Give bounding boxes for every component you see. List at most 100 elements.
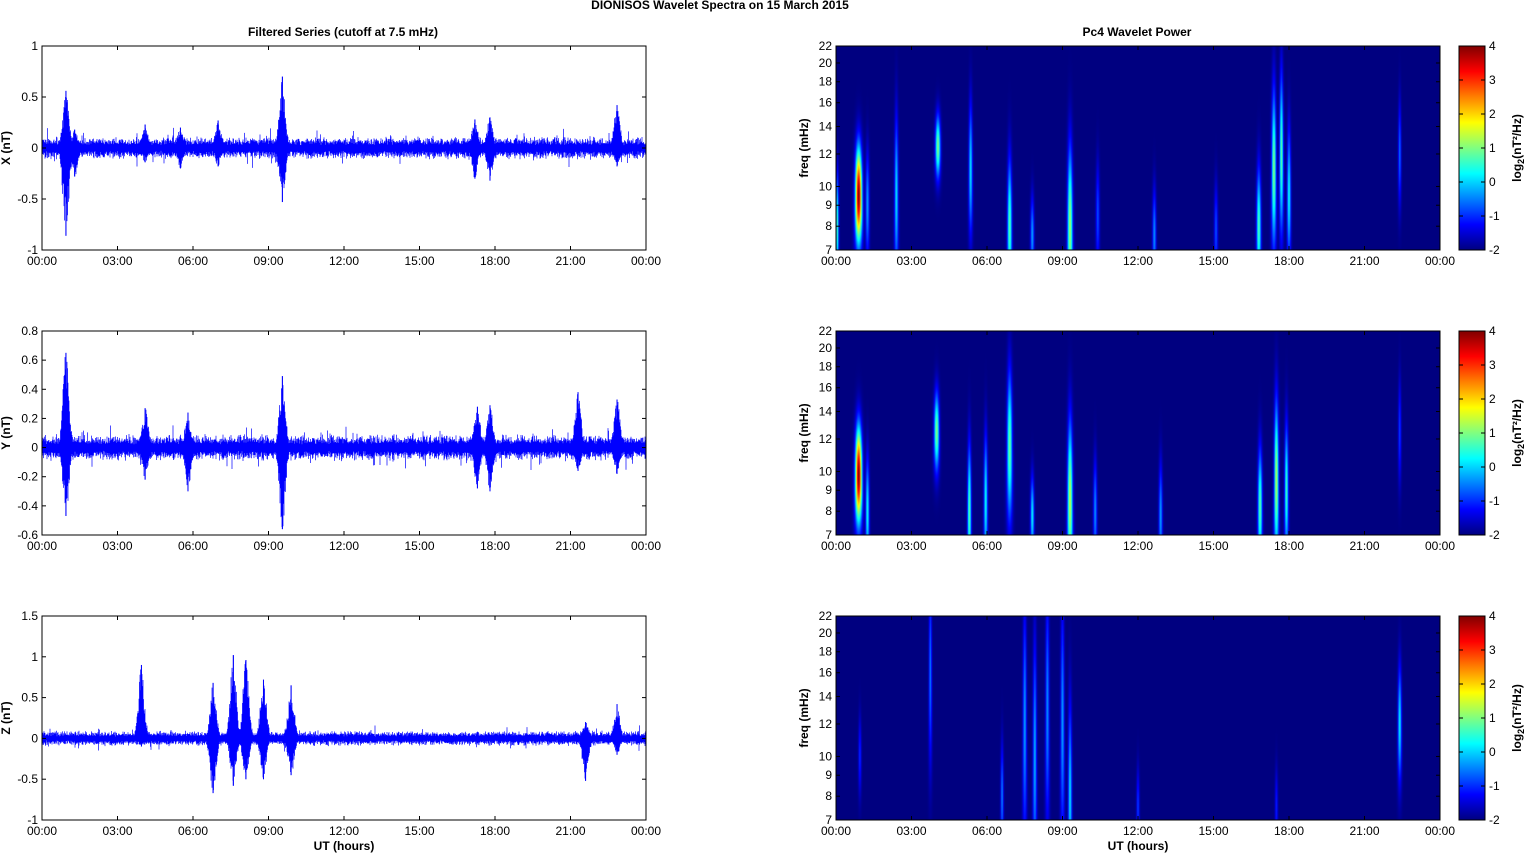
x-tick-label: 15:00 xyxy=(1198,254,1228,268)
x-axis-label: UT (hours) xyxy=(314,839,375,853)
y-tick-label: 20 xyxy=(819,56,833,70)
series-panel-x: 1 0.5 0 -0.5 -1 X (nT) 00:00 03:00 06:00 09:00 12:… xyxy=(0,39,661,268)
colorbar-gradient xyxy=(1458,330,1486,536)
y-tick-label: 9 xyxy=(825,483,832,497)
y-tick-label: 10 xyxy=(819,749,833,763)
x-tick-label: 12:00 xyxy=(1123,824,1153,838)
x-tick-label: 06:00 xyxy=(972,824,1002,838)
y-tick-label: -1 xyxy=(27,813,38,827)
colorbar-label: log2(nT²/Hz) xyxy=(1510,114,1525,182)
x-tick-label: 00:00 xyxy=(631,254,661,268)
series-trace-x xyxy=(42,76,646,236)
colorbar-tick-label: -1 xyxy=(1489,494,1500,508)
colorbar-tick-label: 0 xyxy=(1489,460,1496,474)
colorbar-tick-label: -1 xyxy=(1489,209,1500,223)
x-axis-label: UT (hours) xyxy=(1108,839,1169,853)
x-tick-label: 09:00 xyxy=(253,824,283,838)
x-tick-label: 12:00 xyxy=(329,254,359,268)
colorbar-pz: 4 3 2 1 0 -1 -2 log2(nT²/Hz) xyxy=(1458,609,1525,827)
y-tick-label: 0.8 xyxy=(21,324,38,338)
y-tick-label: 12 xyxy=(819,432,833,446)
y-tick-label: 0.4 xyxy=(21,382,38,396)
x-tick-label: 18:00 xyxy=(480,539,510,553)
x-tick-label: 12:00 xyxy=(1123,254,1153,268)
y-tick-label: 20 xyxy=(819,626,833,640)
y-tick-label: 7 xyxy=(825,813,832,827)
series-panel-y: 0.8 0.6 0.4 0.2 0 -0.2 -0.4 -0.6 Y (nT) 00:00 03:0… xyxy=(0,324,661,553)
y-tick-label: 9 xyxy=(825,768,832,782)
colorbar-gradient xyxy=(1458,615,1486,821)
colorbar-tick-label: 1 xyxy=(1489,141,1496,155)
x-tick-label: 15:00 xyxy=(404,254,434,268)
colorbar-tick-label: 4 xyxy=(1489,609,1496,623)
x-tick-label: 09:00 xyxy=(1047,254,1077,268)
x-tick-label: 21:00 xyxy=(1349,539,1379,553)
left-column-title: Filtered Series (cutoff at 7.5 mHz) xyxy=(248,25,438,39)
y-tick-label: 0 xyxy=(31,731,38,745)
y-tick-label: 14 xyxy=(819,120,833,134)
x-tick-label: 15:00 xyxy=(404,539,434,553)
y-tick-label: 22 xyxy=(819,39,833,53)
x-tick-label: 06:00 xyxy=(178,539,208,553)
colorbar-tick-label: 2 xyxy=(1489,392,1496,406)
x-tick-label: 00:00 xyxy=(1425,254,1455,268)
x-tick-label: 09:00 xyxy=(1047,824,1077,838)
x-tick-label: 03:00 xyxy=(896,539,926,553)
colorbar-tick-label: 3 xyxy=(1489,358,1496,372)
x-tick-label: 06:00 xyxy=(178,254,208,268)
x-tick-label: 09:00 xyxy=(1047,539,1077,553)
y-tick-label: -1 xyxy=(27,243,38,257)
y-tick-label: 7 xyxy=(825,243,832,257)
y-tick-label: 16 xyxy=(819,96,833,110)
x-tick-label: 12:00 xyxy=(1123,539,1153,553)
colorbar-tick-label: 0 xyxy=(1489,175,1496,189)
colorbar-tick-label: 3 xyxy=(1489,643,1496,657)
y-tick-label: 16 xyxy=(819,381,833,395)
colorbar-tick-label: 4 xyxy=(1489,39,1496,53)
y-axis-label: freq (mHz) xyxy=(797,688,811,747)
x-tick-label: 00:00 xyxy=(1425,824,1455,838)
x-tick-label: 18:00 xyxy=(480,824,510,838)
y-tick-label: 0 xyxy=(31,141,38,155)
heatmap-image xyxy=(836,331,1440,535)
y-tick-label: 8 xyxy=(825,219,832,233)
y-tick-label: 14 xyxy=(819,690,833,704)
y-tick-label: 12 xyxy=(819,717,833,731)
right-column-title: Pc4 Wavelet Power xyxy=(1083,25,1192,39)
x-tick-label: 21:00 xyxy=(555,539,585,553)
y-tick-label: 0.6 xyxy=(21,353,38,367)
y-tick-label: 1 xyxy=(31,650,38,664)
x-tick-label: 12:00 xyxy=(329,539,359,553)
y-tick-label: 9 xyxy=(825,198,832,212)
x-tick-label: 00:00 xyxy=(1425,539,1455,553)
colorbar-gradient xyxy=(1458,45,1486,251)
y-tick-label: 22 xyxy=(819,324,833,338)
x-tick-label: 18:00 xyxy=(1274,539,1304,553)
plot-area xyxy=(42,331,646,535)
x-tick-label: 03:00 xyxy=(102,254,132,268)
x-tick-label: 21:00 xyxy=(1349,254,1379,268)
x-tick-label: 18:00 xyxy=(480,254,510,268)
colorbar-tick-label: 4 xyxy=(1489,324,1496,338)
y-tick-label: 18 xyxy=(819,75,833,89)
y-tick-label: 1 xyxy=(31,39,38,53)
x-tick-label: 18:00 xyxy=(1274,824,1304,838)
x-tick-label: 12:00 xyxy=(329,824,359,838)
x-tick-label: 03:00 xyxy=(896,254,926,268)
x-tick-label: 21:00 xyxy=(555,824,585,838)
y-axis-label: freq (mHz) xyxy=(797,403,811,462)
colorbar-tick-label: 0 xyxy=(1489,745,1496,759)
colorbar-tick-label: 1 xyxy=(1489,711,1496,725)
y-tick-label: 7 xyxy=(825,528,832,542)
x-tick-label: 06:00 xyxy=(178,824,208,838)
y-tick-label: 1.5 xyxy=(21,609,38,623)
y-tick-label: -0.5 xyxy=(17,772,38,786)
y-tick-label: 12 xyxy=(819,147,833,161)
x-tick-label: 15:00 xyxy=(1198,824,1228,838)
y-tick-label: 0 xyxy=(31,441,38,455)
colorbar-tick-label: 2 xyxy=(1489,107,1496,121)
y-tick-label: 18 xyxy=(819,360,833,374)
y-tick-label: 0.5 xyxy=(21,90,38,104)
